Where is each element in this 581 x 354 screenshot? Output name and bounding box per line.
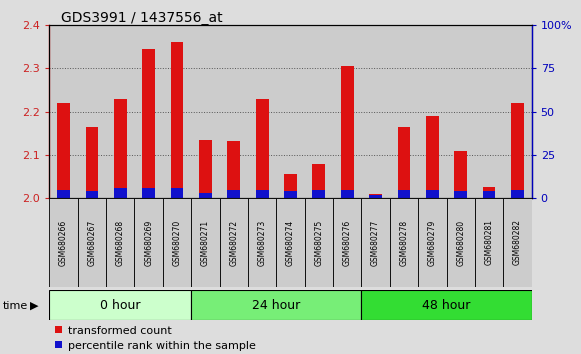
Bar	[333, 25, 361, 198]
Bar	[227, 190, 240, 198]
Bar	[220, 25, 248, 198]
Text: GSM680269: GSM680269	[144, 219, 153, 266]
Bar	[78, 25, 106, 198]
Bar	[454, 150, 467, 198]
Text: GSM680272: GSM680272	[229, 219, 238, 266]
Bar	[511, 190, 524, 198]
Text: 24 hour: 24 hour	[252, 299, 300, 312]
Text: GSM680275: GSM680275	[314, 219, 324, 266]
Bar	[426, 116, 439, 198]
Text: 0 hour: 0 hour	[100, 299, 141, 312]
Bar	[49, 25, 78, 198]
Text: 48 hour: 48 hour	[422, 299, 471, 312]
Bar	[227, 141, 240, 198]
Bar	[454, 191, 467, 198]
Text: GSM680278: GSM680278	[400, 219, 408, 266]
Bar	[49, 290, 191, 320]
Text: GSM680279: GSM680279	[428, 219, 437, 266]
Bar	[313, 164, 325, 198]
Text: GSM680274: GSM680274	[286, 219, 295, 266]
Bar	[191, 290, 361, 320]
Bar	[85, 127, 98, 198]
Bar	[277, 25, 304, 198]
Text: GSM680282: GSM680282	[513, 219, 522, 266]
Bar	[447, 198, 475, 287]
Bar	[390, 198, 418, 287]
Bar	[256, 190, 268, 198]
Bar	[114, 98, 127, 198]
Bar	[418, 198, 447, 287]
Bar	[284, 175, 297, 198]
Bar	[369, 195, 382, 198]
Bar	[114, 188, 127, 198]
Bar	[142, 188, 155, 198]
Bar	[397, 190, 410, 198]
Bar	[361, 25, 390, 198]
Bar	[49, 198, 78, 287]
Text: transformed count: transformed count	[68, 326, 172, 336]
Bar	[277, 198, 304, 287]
Text: GSM680266: GSM680266	[59, 219, 68, 266]
Bar	[304, 25, 333, 198]
Text: GSM680268: GSM680268	[116, 219, 125, 266]
Bar	[483, 187, 496, 198]
Bar	[163, 198, 191, 287]
Bar	[106, 198, 134, 287]
Bar	[361, 198, 390, 287]
Bar	[171, 42, 184, 198]
Bar	[248, 25, 277, 198]
Text: GSM680270: GSM680270	[173, 219, 181, 266]
Bar	[503, 198, 532, 287]
Bar	[397, 127, 410, 198]
Bar	[78, 198, 106, 287]
Text: GDS3991 / 1437556_at: GDS3991 / 1437556_at	[61, 11, 223, 25]
Bar	[284, 191, 297, 198]
Bar	[142, 48, 155, 198]
Bar	[220, 198, 248, 287]
Bar	[134, 25, 163, 198]
Text: time: time	[3, 301, 28, 310]
Bar	[341, 66, 354, 198]
Bar	[57, 190, 70, 198]
Bar	[199, 140, 212, 198]
Bar	[511, 103, 524, 198]
Bar	[503, 25, 532, 198]
Text: GSM680280: GSM680280	[456, 219, 465, 266]
Bar	[171, 188, 184, 198]
Bar	[475, 198, 503, 287]
Bar	[447, 25, 475, 198]
Text: ▶: ▶	[30, 301, 39, 310]
Bar	[106, 25, 134, 198]
Bar	[426, 190, 439, 198]
Bar	[390, 25, 418, 198]
Bar	[333, 198, 361, 287]
Bar	[361, 290, 532, 320]
Bar	[418, 25, 447, 198]
Text: GSM680276: GSM680276	[343, 219, 352, 266]
Bar	[256, 98, 268, 198]
Text: GSM680273: GSM680273	[257, 219, 267, 266]
Bar	[163, 25, 191, 198]
Bar	[369, 194, 382, 198]
Text: GSM680271: GSM680271	[201, 219, 210, 266]
Bar	[191, 25, 220, 198]
Bar	[134, 198, 163, 287]
Bar	[341, 190, 354, 198]
Bar	[313, 190, 325, 198]
Bar	[191, 198, 220, 287]
Bar	[483, 191, 496, 198]
Bar	[475, 25, 503, 198]
Text: GSM680277: GSM680277	[371, 219, 380, 266]
Bar	[248, 198, 277, 287]
Bar	[199, 193, 212, 198]
Text: percentile rank within the sample: percentile rank within the sample	[68, 341, 256, 350]
Text: GSM680267: GSM680267	[87, 219, 96, 266]
Bar	[57, 103, 70, 198]
Bar	[304, 198, 333, 287]
Bar	[85, 191, 98, 198]
Text: GSM680281: GSM680281	[485, 219, 494, 266]
